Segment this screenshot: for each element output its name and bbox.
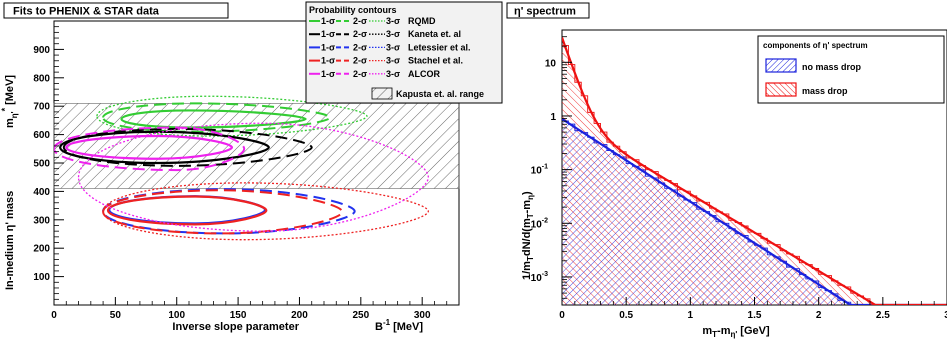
legend-row-kaneta-et-al: 1-σ 2-σ 3-σ Kaneta et. al xyxy=(309,29,461,39)
left-x-tick-label: 150 xyxy=(230,310,247,321)
contour-rqmd-sigma3 xyxy=(96,95,368,137)
right-chart: 0 0.5 1 1.5 2 2.5 3 10 1 10-1 10-2 10-3 η' spectru… xyxy=(506,2,947,339)
legend-band-label: Kapusta et. al. range xyxy=(396,89,484,99)
contour-alcor-sigma3 xyxy=(77,122,429,232)
legend-sigma3-label: 3-σ xyxy=(386,42,400,52)
contour-alcor-sigma1 xyxy=(65,134,234,160)
contour-alcor-sigma2 xyxy=(54,126,246,172)
legend-sigma1-label: 1-σ xyxy=(321,69,335,79)
left-x-tick-label: 0 xyxy=(51,310,57,321)
left-y-tick-label: 100 xyxy=(33,272,50,283)
left-chart-title: Fits to PHENIX & STAR data xyxy=(13,6,160,18)
legend-entry-name: Letessier et al. xyxy=(408,42,471,52)
spectrum-curve-mass-drop xyxy=(562,37,947,305)
left-y-tick-label: 900 xyxy=(33,45,50,56)
right-y-tick-label: 10 xyxy=(545,58,557,69)
left-title-box xyxy=(3,2,229,19)
right-y-tick-label: 10-3 xyxy=(531,271,548,284)
right-x-axis: 0 0.5 1 1.5 2 2.5 3 xyxy=(559,297,947,321)
spectrum-curve-no-mass-drop xyxy=(562,118,947,305)
legend-entry-name: RQMD xyxy=(408,16,436,26)
left-y-tick-label: 700 xyxy=(33,102,50,113)
left-y-tick-label: 400 xyxy=(33,187,50,198)
right-x-axis-label: mT-mη' [GeV] xyxy=(702,325,770,339)
legend-row-letessier-et-al-: 1-σ 2-σ 3-σ Letessier et al. xyxy=(309,42,471,52)
legend-sigma1-label: 1-σ xyxy=(321,16,335,26)
left-x-axis-label: Inverse slope parameter xyxy=(172,321,299,333)
right-x-tick-label: 1 xyxy=(688,310,694,321)
left-x-tick-label: 300 xyxy=(414,310,431,321)
contour-stachel-et-al--sigma1 xyxy=(106,195,268,226)
right-y-tick-label: 1 xyxy=(550,112,556,123)
left-y-axis: 100 200 300 400 500 600 700 800 900 xyxy=(33,26,64,300)
right-x-tick-label: 1.5 xyxy=(748,310,762,321)
spectrum-legend-title: components of η' spectrum xyxy=(763,41,868,50)
left-chart: 0 50 100 150 200 250 300 100 200 300 400 500 600 700… xyxy=(0,1,503,333)
left-y-tick-label: 600 xyxy=(33,130,50,141)
legend-mass-drop: mass drop xyxy=(802,86,848,96)
kapusta-range-band xyxy=(53,103,460,189)
legend-sigma2-label: 2-σ xyxy=(353,56,367,66)
right-chart-title: η' spectrum xyxy=(514,6,576,18)
spectrum-histogram-mass-drop xyxy=(562,44,947,305)
legend-sigma3-label: 3-σ xyxy=(386,16,400,26)
right-x-tick-label: 3 xyxy=(944,310,947,321)
kapusta-band-swatch xyxy=(371,87,393,100)
spectrum-legend: components of η' spectrum no mass drop m… xyxy=(757,35,945,104)
legend-entry-name: ALCOR xyxy=(408,69,440,79)
left-x-tick-label: 100 xyxy=(168,310,185,321)
right-x-tick-label: 2.5 xyxy=(876,310,890,321)
left-y-axis-label: In-medium η' mass xyxy=(4,191,16,290)
left-x-axis: 0 50 100 150 200 250 300 xyxy=(51,297,460,321)
legend-row-alcor: 1-σ 2-σ 3-σ ALCOR xyxy=(309,69,440,79)
contour-legend: Probability contours 1-σ 2-σ 3-σ RQMD 1-σ 2-σ… xyxy=(305,1,503,104)
contour-kaneta-et-al-sigma2 xyxy=(62,127,313,167)
left-y-tick-label: 200 xyxy=(33,244,50,255)
left-y-tick-label: 300 xyxy=(33,215,50,226)
left-y-axis-symbol: mη'*[MeV] xyxy=(0,75,19,128)
legend-sigma2-label: 2-σ xyxy=(353,29,367,39)
legend-sigma1-label: 1-σ xyxy=(321,56,335,66)
legend-box xyxy=(305,1,503,104)
legend-sigma1-label: 1-σ xyxy=(321,42,335,52)
right-y-tick-label: 10-2 xyxy=(531,217,548,230)
left-x-tick-label: 250 xyxy=(352,310,369,321)
right-x-tick-label: 0 xyxy=(559,310,565,321)
right-y-axis: 10 1 10-1 10-2 10-3 xyxy=(531,29,572,306)
legend-sigma3-label: 3-σ xyxy=(386,29,400,39)
legend-sigma2-label: 2-σ xyxy=(353,69,367,79)
no-mass-drop-swatch xyxy=(765,58,797,73)
left-y-tick-label: 800 xyxy=(33,73,50,84)
left-y-tick-label: 500 xyxy=(33,159,50,170)
legend-sigma3-label: 3-σ xyxy=(386,56,400,66)
right-title-box xyxy=(506,2,590,19)
right-y-tick-label: 10-1 xyxy=(531,164,548,177)
spectrum-area-group xyxy=(562,37,947,305)
legend-sigma1-label: 1-σ xyxy=(321,29,335,39)
spectrum-area-no-mass-drop xyxy=(562,118,947,305)
legend-title: Probability contours xyxy=(309,5,397,15)
contour-kaneta-et-al-sigma1 xyxy=(59,130,270,165)
legend-entry-name: Stachel et al. xyxy=(408,56,463,66)
contour-rqmd-sigma2 xyxy=(102,102,332,133)
legend-no-mass-drop: no mass drop xyxy=(802,62,862,72)
legend-row-stachel-et-al-: 1-σ 2-σ 3-σ Stachel et al. xyxy=(309,56,463,66)
left-x-tick-label: 50 xyxy=(110,310,122,321)
legend-sigma2-label: 2-σ xyxy=(353,42,367,52)
right-y-axis-label: 1/mTdN/d(mT-mη) xyxy=(521,191,535,280)
contour-group xyxy=(54,95,429,241)
right-x-tick-label: 2 xyxy=(816,310,822,321)
left-x-axis-unit: B-1 [MeV] xyxy=(375,318,423,333)
mass-drop-swatch xyxy=(765,82,797,97)
legend-sigma3-label: 3-σ xyxy=(386,69,400,79)
legend-row-rqmd: 1-σ 2-σ 3-σ RQMD xyxy=(309,16,436,26)
legend-sigma2-label: 2-σ xyxy=(353,16,367,26)
right-x-tick-label: 0.5 xyxy=(619,310,633,321)
contour-stachel-et-al--sigma3 xyxy=(102,182,429,241)
legend-entry-name: Kaneta et. al xyxy=(408,29,461,39)
left-x-tick-label: 200 xyxy=(291,310,308,321)
